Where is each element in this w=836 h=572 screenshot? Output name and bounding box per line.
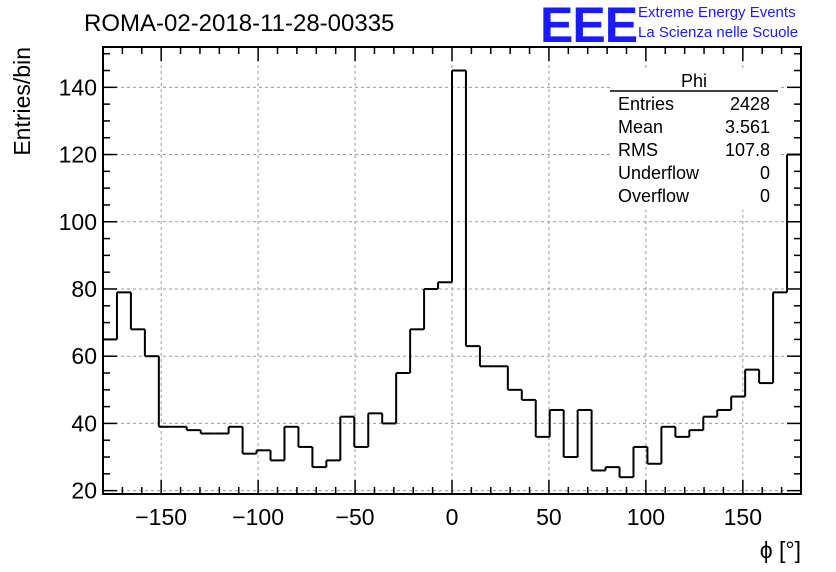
histogram-bin [646,446,662,465]
y-tick-label: 140 [59,74,97,100]
stats-box-background [610,70,778,210]
y-tick-label: 80 [71,276,97,302]
histogram-bin [464,70,480,348]
logo-subtitle-2: La Scienza nelle Scuole [638,24,799,41]
histogram-bin [367,412,383,447]
histogram-bin [478,346,494,368]
x-tick-label: 100 [627,504,665,530]
histogram-layer [103,69,801,479]
y-tick-label: 120 [59,142,97,168]
stats-row-value: 3.561 [725,117,770,137]
histogram-bin [618,467,634,479]
histogram-bin [241,426,257,455]
axes-layer [102,46,802,495]
histogram-bin [674,426,690,438]
histogram-bin [758,369,774,385]
histogram-bin [185,426,201,432]
histogram-bin [632,445,648,478]
histogram-bin [520,389,536,401]
y-axis-label: Entries/bin [9,47,35,156]
stats-row-value: 2428 [730,94,770,114]
histogram-bin [255,449,271,454]
stats-row-label: Overflow [618,186,690,206]
histogram-bin [534,399,550,438]
histogram-bin [660,425,676,464]
histogram-bin [716,408,732,417]
histogram-bin [702,415,718,431]
histogram-bin [199,430,215,435]
logo-subtitle-1: Extreme Energy Events [638,4,796,21]
stats-row-value: 107.8 [725,140,770,160]
histogram-bin [772,291,788,384]
histogram-bin [423,287,439,330]
histogram-bin [590,409,606,472]
stats-row-value: 0 [760,163,770,183]
stats-box: Phi Entries 2428 Mean 3.561 RMS 107.8 Underflow… [610,70,778,210]
stats-row-label: Underflow [618,163,700,183]
x-tick-label: 150 [724,504,762,530]
histogram-bin [339,415,355,461]
histogram-bin [353,416,369,448]
histogram-bin [730,395,746,410]
stats-row-label: RMS [618,140,658,160]
histogram-bin [297,426,313,448]
y-tick-label: 40 [71,410,97,436]
histogram-bin [129,292,145,331]
y-tick-label: 60 [71,343,97,369]
histogram-bin [451,69,466,283]
histogram-bin [562,409,578,459]
histogram-bin [325,459,341,468]
y-tick-label: 20 [71,478,97,504]
stats-row-label: Entries [618,94,674,114]
chart-title: ROMA-02-2018-11-28-00335 [84,10,395,37]
histogram-bin [604,466,620,471]
eee-logo: EEE [540,0,638,53]
histogram-bin [283,425,299,461]
stats-row-value: 0 [760,186,770,206]
histogram-bin [548,408,564,437]
histogram-bin [269,450,285,462]
histogram-bin [688,429,704,437]
x-tick-label: 50 [536,504,562,530]
histogram-bin [311,446,327,469]
histogram-bin [381,413,397,425]
labels-layer: −150 −100 −50 0 50 100 150 20 40 60 80 100 120 140 ϕ [… [9,47,801,563]
stats-box-title: Phi [681,71,707,91]
histogram-bin [576,408,592,458]
stats-row-label: Mean [618,117,663,137]
histogram-bin [437,281,452,289]
histogram-bin [409,328,425,374]
histogram-bin [395,372,411,424]
x-tick-label: −50 [336,504,375,530]
histogram-bin [143,329,159,358]
histogram-bin [157,356,173,428]
histogram-bin [115,291,131,340]
histogram-bin [744,368,760,397]
x-axis-label: ϕ [°] [760,537,801,563]
x-tick-label: 0 [446,504,459,530]
x-tick-label: −150 [135,504,187,530]
histogram-bin [227,425,243,434]
x-tick-label: −100 [232,504,284,530]
y-tick-label: 100 [59,209,97,235]
histogram-bin [506,366,522,391]
